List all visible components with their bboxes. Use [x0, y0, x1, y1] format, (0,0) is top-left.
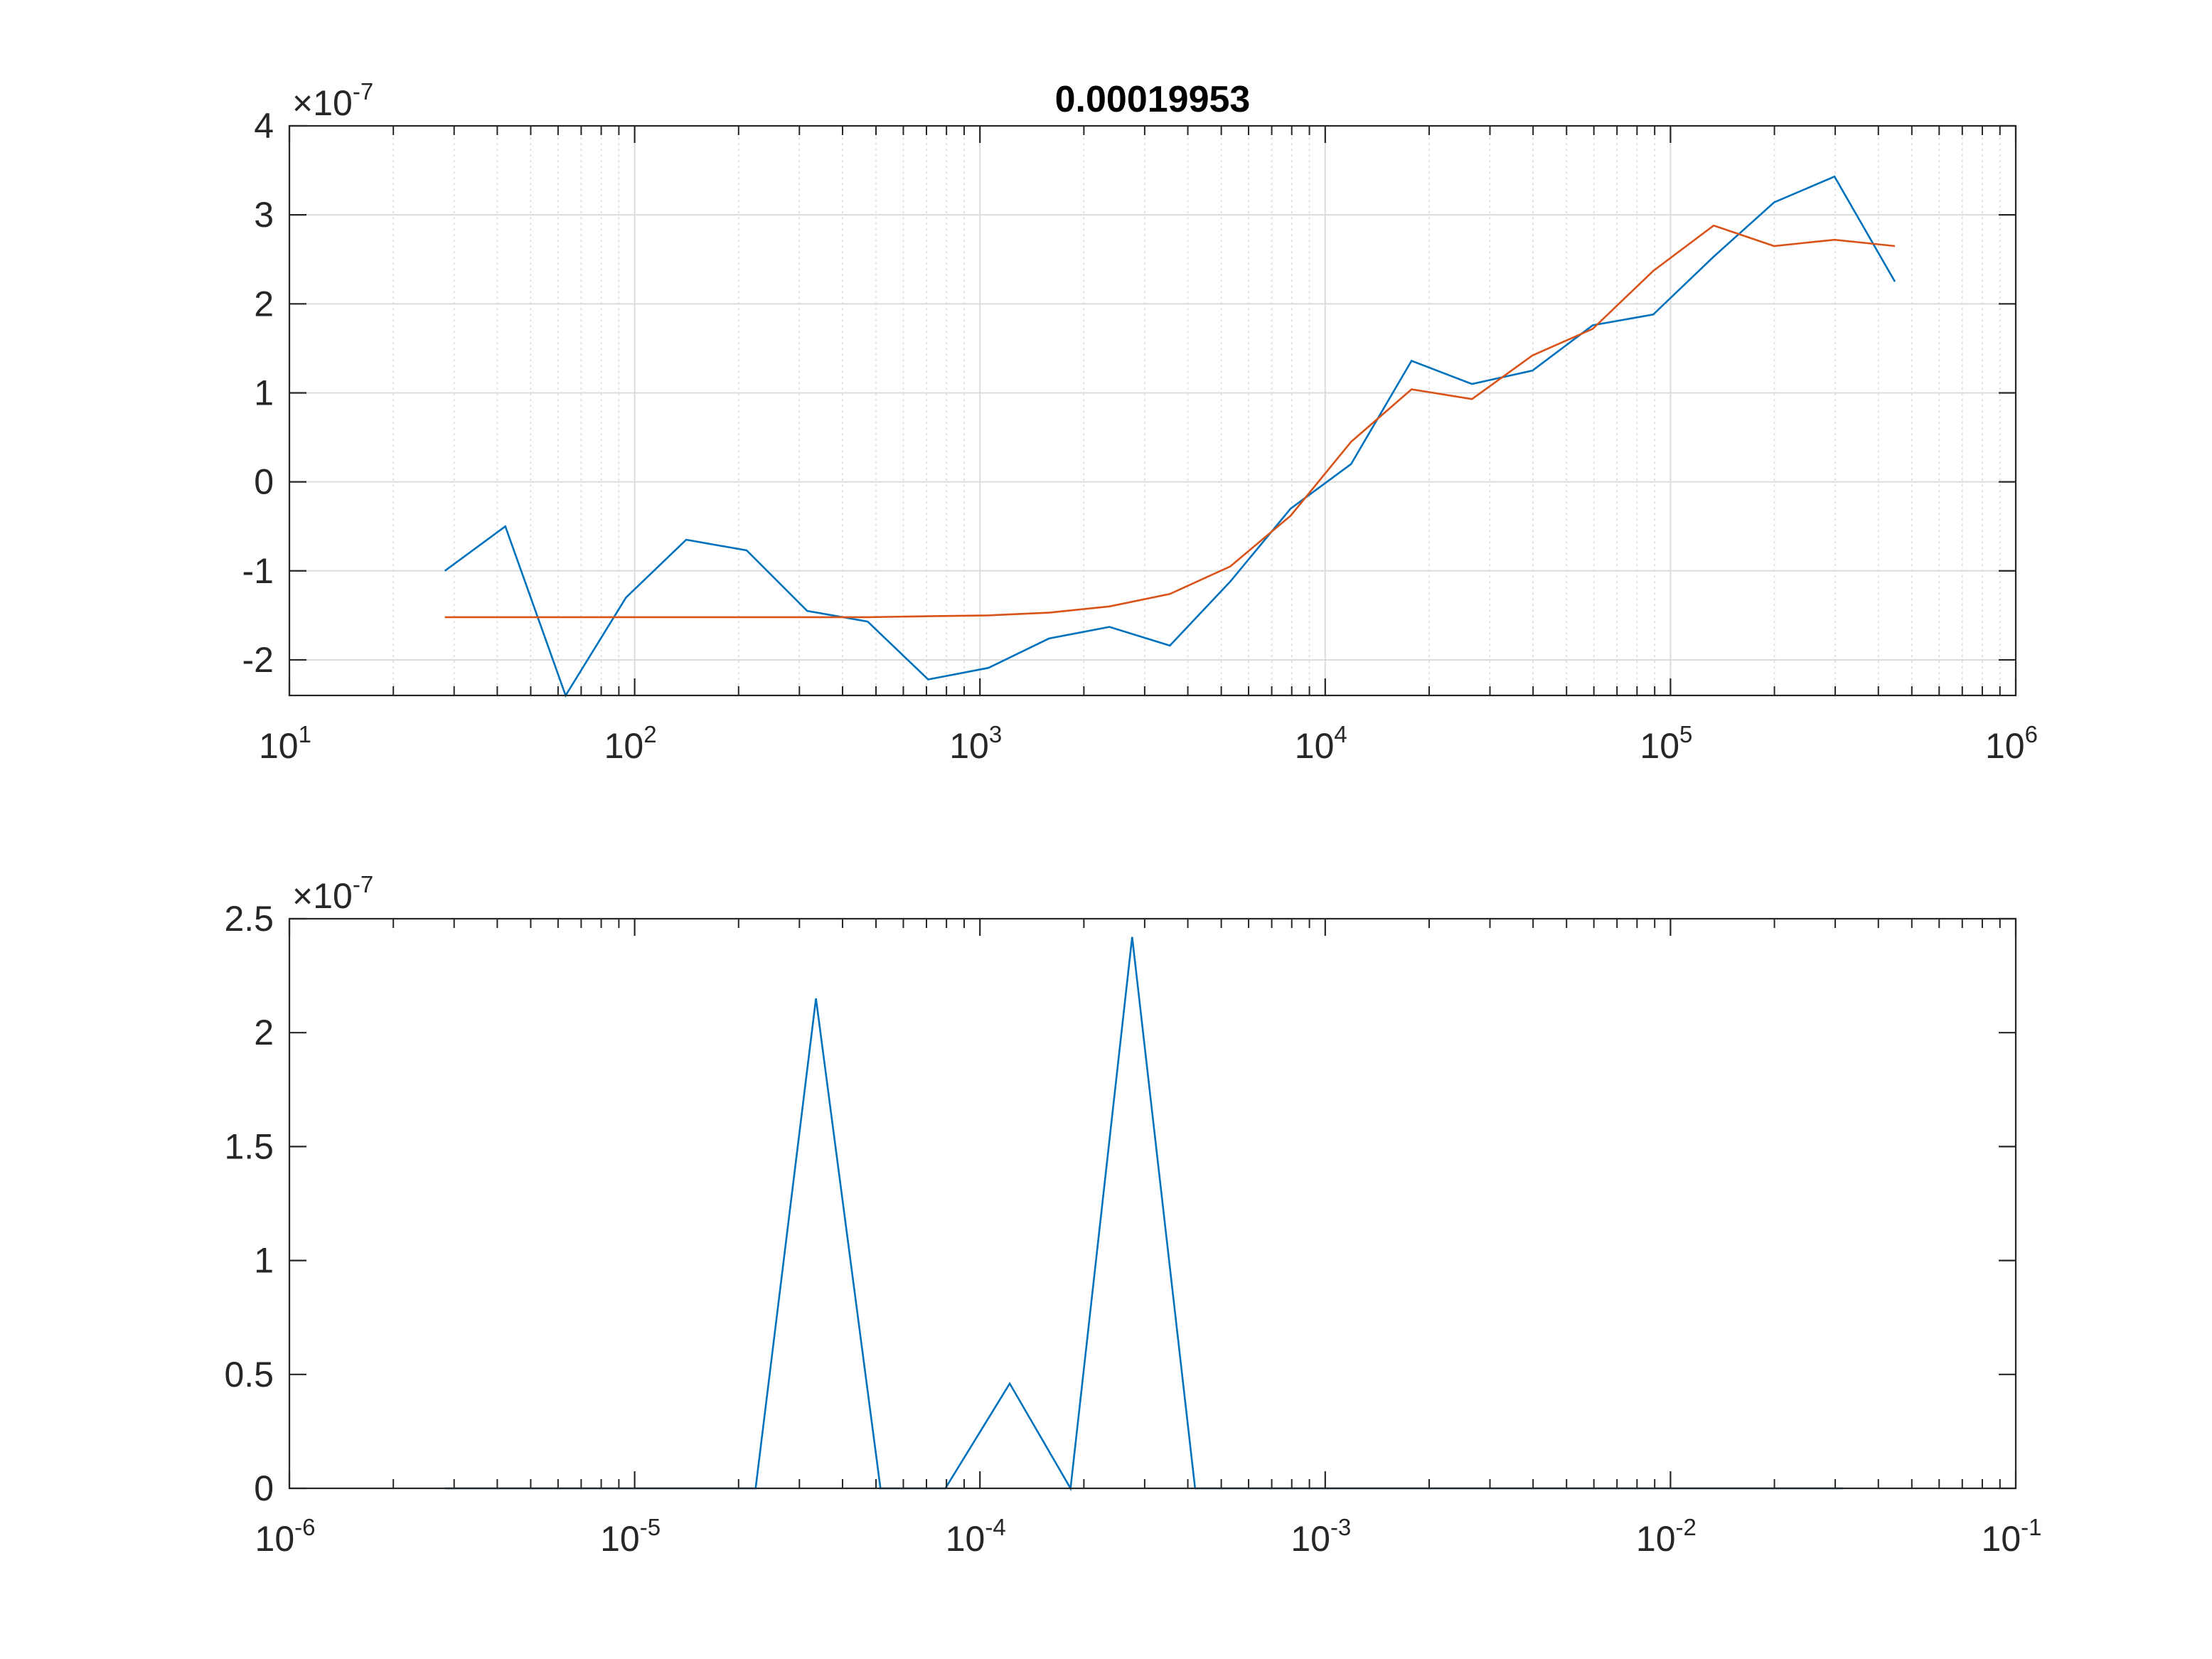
- top-axes: 0.00019953 ×10-7 101 102 103 104 105 106 4321…: [242, 78, 2038, 766]
- top-plot-lines: [444, 175, 1896, 698]
- top-x-tick-label: 103: [949, 721, 1002, 766]
- top-y-tick-label: 2: [254, 284, 274, 324]
- top-series-line-1: [444, 175, 1896, 698]
- top-series-line-2: [444, 224, 1896, 619]
- top-y-multiplier-base: ×10: [292, 83, 353, 123]
- top-grid: [289, 126, 2016, 695]
- bottom-axes: ×10-7 10-6 10-5 10-4 10-3 10-2 10-1 2.521.510…: [224, 871, 2041, 1559]
- bottom-x-tick-base: 10: [1982, 1519, 2021, 1559]
- bottom-x-tick-label: 10-6: [255, 1514, 316, 1559]
- top-y-multiplier: ×10-7: [292, 78, 373, 123]
- top-y-tick-label: -1: [242, 551, 274, 591]
- bottom-x-tick-label: 10-2: [1636, 1514, 1697, 1559]
- top-y-tick-labels: 4 3 2 1 0 -1 -2: [242, 106, 274, 680]
- bottom-x-tick-base: 10: [1291, 1519, 1330, 1559]
- top-y-tick-label: 3: [254, 195, 274, 235]
- bottom-x-tick-label: 10-4: [946, 1514, 1006, 1559]
- top-y-tick-label: 4: [254, 106, 274, 146]
- top-x-tick-label: 101: [259, 721, 311, 766]
- top-axes-box: [288, 124, 2017, 697]
- bottom-y-tick-label: 1: [254, 1241, 274, 1281]
- top-x-tick-base: 10: [949, 726, 989, 766]
- bottom-y-tick-label: 2.5: [224, 899, 274, 939]
- bottom-y-multiplier: ×10-7: [292, 871, 373, 916]
- top-x-tick-label: 106: [1985, 721, 2038, 766]
- bottom-x-tick-base: 10: [255, 1519, 295, 1559]
- bottom-x-tick-base: 10: [600, 1519, 640, 1559]
- top-chart-title: 0.00019953: [1055, 79, 1251, 120]
- bottom-x-tick-exponent: -3: [1330, 1514, 1351, 1540]
- top-y-tick-label: 0: [254, 462, 274, 502]
- bottom-x-tick-exponent: -6: [294, 1514, 315, 1540]
- top-x-tick-label: 102: [604, 721, 657, 766]
- top-x-tick-base: 10: [259, 726, 299, 766]
- top-y-tick-label: -2: [242, 640, 274, 680]
- bottom-y-multiplier-exponent: -7: [353, 871, 373, 897]
- top-x-tick-base: 10: [1985, 726, 2025, 766]
- bottom-x-tick-base: 10: [946, 1519, 985, 1559]
- bottom-x-tick-base: 10: [1636, 1519, 1676, 1559]
- bottom-x-tick-label: 10-1: [1982, 1514, 2042, 1559]
- bottom-x-tick-exponent: -1: [2021, 1514, 2041, 1540]
- top-x-tick-base: 10: [1295, 726, 1335, 766]
- top-x-tick-exponent: 2: [643, 721, 656, 747]
- top-x-tick-exponent: 4: [1334, 721, 1347, 747]
- bottom-x-tick-exponent: -2: [1676, 1514, 1697, 1540]
- bottom-x-tick-exponent: -5: [640, 1514, 661, 1540]
- top-x-tick-label: 105: [1640, 721, 1692, 766]
- top-x-tick-exponent: 6: [2025, 721, 2038, 747]
- top-y-tick-label: 1: [254, 373, 274, 412]
- bottom-y-tick-label: 2: [254, 1013, 274, 1052]
- top-x-tick-exponent: 5: [1679, 721, 1692, 747]
- bottom-x-tick-exponent: -4: [985, 1514, 1005, 1540]
- top-x-tick-labels: 101 102 103 104 105 106: [259, 721, 2038, 766]
- top-y-multiplier-exponent: -7: [353, 78, 373, 105]
- bottom-y-tick-labels: 2.5 2 1.5 1 0.5 0: [224, 899, 274, 1508]
- bottom-y-tick-label: 0: [254, 1468, 274, 1508]
- bottom-y-tick-label: 1.5: [224, 1126, 274, 1166]
- bottom-x-tick-labels: 10-6 10-5 10-4 10-3 10-2 10-1: [255, 1514, 2042, 1559]
- top-x-tick-label: 104: [1295, 721, 1347, 766]
- top-x-tick-base: 10: [604, 726, 644, 766]
- top-x-tick-base: 10: [1640, 726, 1679, 766]
- bottom-axes-box: [288, 917, 2017, 1490]
- bottom-x-tick-label: 10-5: [600, 1514, 661, 1559]
- bottom-y-multiplier-base: ×10: [292, 876, 353, 916]
- bottom-x-tick-label: 10-3: [1291, 1514, 1351, 1559]
- top-x-tick-exponent: 1: [299, 721, 311, 747]
- top-x-tick-exponent: 3: [989, 721, 1002, 747]
- bottom-y-tick-label: 0.5: [224, 1355, 274, 1394]
